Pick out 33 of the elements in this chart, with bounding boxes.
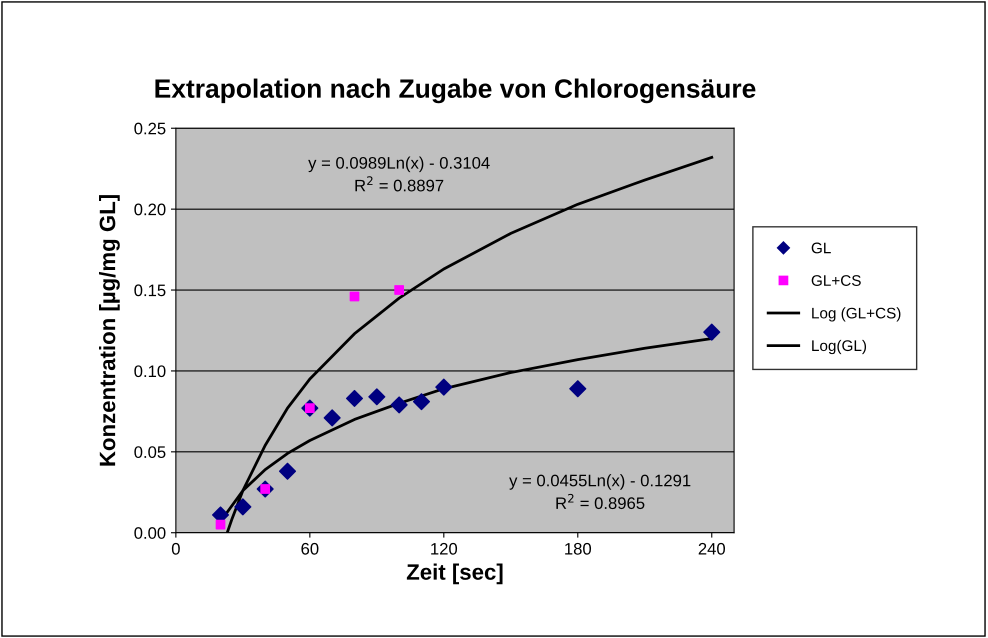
- legend-label: GL: [812, 242, 831, 254]
- annotation: y = 0.0455Ln(x) - 0.1291 R$^{2}$ = 0.8965: [509, 474, 690, 510]
- x-tick-label: 60: [301, 542, 318, 555]
- point: [324, 409, 341, 426]
- y-tick-label: 0.05: [134, 446, 166, 458]
- annotation: y = 0.0989Ln(x) - 0.3104 R$^{2}$ = 0.8897: [308, 156, 490, 192]
- point: [569, 380, 586, 398]
- x-tick-label: 240: [698, 542, 726, 555]
- legend-label: GL+CS: [812, 275, 861, 286]
- point: [234, 498, 252, 516]
- point: [412, 393, 430, 410]
- y-tick-label: 0.00: [134, 527, 166, 539]
- point: [435, 378, 452, 396]
- point: [368, 388, 386, 406]
- y-tick-label: 0.10: [134, 365, 166, 378]
- y-tick-label: 0.15: [134, 284, 166, 296]
- y-tick-label: 0.25: [134, 122, 166, 134]
- point: [390, 396, 408, 414]
- legend-label: Log(GL): [812, 340, 866, 354]
- point: [394, 285, 404, 295]
- legend-label: Log (GL+CS): [812, 307, 900, 322]
- point: [278, 462, 296, 480]
- x-tick-label: 0: [172, 542, 180, 555]
- point: [703, 324, 720, 341]
- x-axis-title: Zeit [sec]: [406, 564, 503, 584]
- x-tick-label: 180: [565, 542, 592, 555]
- chart-title: Extrapolation nach Zugabe von Chlorogensäure: [155, 78, 756, 104]
- point: [350, 292, 360, 302]
- y-tick-label: 0.20: [134, 204, 166, 216]
- point: [216, 520, 226, 530]
- point: [346, 390, 364, 407]
- y-axis-title: Konzentration [µg/mg GL]: [99, 195, 120, 466]
- x-tick-label: 120: [431, 542, 458, 555]
